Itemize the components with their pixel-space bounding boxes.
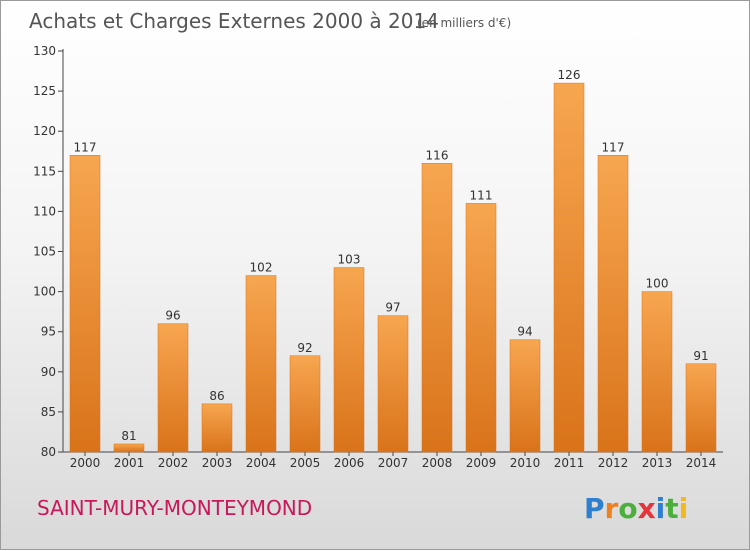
logo-letter: i xyxy=(679,492,689,525)
x-tick-label-2001: 2001 xyxy=(114,456,145,470)
value-label-2005: 92 xyxy=(297,341,312,355)
bar-2009 xyxy=(465,203,497,453)
value-label-2003: 86 xyxy=(209,389,224,403)
bar-2006 xyxy=(333,267,365,453)
logo-letter: i xyxy=(656,492,666,525)
value-label-2011: 126 xyxy=(558,68,581,82)
bar-2007 xyxy=(377,315,409,453)
y-tick-label: 85 xyxy=(41,405,56,419)
logo-letter: t xyxy=(665,492,678,525)
y-tick-label: 90 xyxy=(41,365,56,379)
bar-2008 xyxy=(421,163,453,453)
y-tick-label: 120 xyxy=(33,124,56,138)
y-tick-label: 110 xyxy=(33,204,56,218)
bar-2010 xyxy=(509,339,541,453)
x-tick-label-2002: 2002 xyxy=(158,456,189,470)
bar-2013 xyxy=(641,291,673,453)
value-label-2006: 103 xyxy=(338,253,361,267)
x-tick-label-2004: 2004 xyxy=(246,456,277,470)
bars: 117 81 96 86 102 92 103 97 116 111 94 126 117 100 91 xyxy=(69,68,717,453)
bar-2014 xyxy=(685,363,717,453)
y-tick-label: 130 xyxy=(33,44,56,58)
bar-2003 xyxy=(201,403,233,453)
chart-title: Achats et Charges Externes 2000 à 2014 xyxy=(29,9,439,33)
x-tick-label-2014: 2014 xyxy=(686,456,717,470)
x-tick-label-2007: 2007 xyxy=(378,456,409,470)
y-tick-label: 95 xyxy=(41,325,56,339)
value-label-2012: 117 xyxy=(602,140,625,154)
x-tick-label-2006: 2006 xyxy=(334,456,365,470)
x-tick-label-2013: 2013 xyxy=(642,456,673,470)
logo-letter: r xyxy=(605,492,619,525)
y-tick-label: 80 xyxy=(41,445,56,459)
logo-letter: x xyxy=(638,492,656,525)
value-label-2004: 102 xyxy=(250,261,273,275)
bar-2011 xyxy=(553,82,585,453)
logo-letter: o xyxy=(618,492,637,525)
value-label-2001: 81 xyxy=(121,429,136,443)
value-label-2014: 91 xyxy=(693,349,708,363)
bar-2004 xyxy=(245,275,277,453)
x-tick-label-2009: 2009 xyxy=(466,456,497,470)
bar-2012 xyxy=(597,155,629,453)
value-label-2000: 117 xyxy=(74,140,97,154)
x-tick-label-2008: 2008 xyxy=(422,456,453,470)
commune-name: SAINT-MURY-MONTEYMOND xyxy=(37,496,312,520)
bar-2000 xyxy=(69,155,101,453)
y-axis: 80 85 90 95 100 105 110 115 120 125 130 xyxy=(33,44,64,459)
value-label-2009: 111 xyxy=(470,188,493,202)
value-label-2010: 94 xyxy=(517,325,532,339)
logo-letter: P xyxy=(584,492,605,525)
bar-2002 xyxy=(157,323,189,453)
x-axis: 2000 2001 2002 2003 2004 2005 2006 2007 2008 2009… xyxy=(63,451,723,470)
bar-2001 xyxy=(113,443,145,453)
y-tick-label: 100 xyxy=(33,285,56,299)
y-tick-label: 125 xyxy=(33,84,56,98)
x-tick-label-2011: 2011 xyxy=(554,456,585,470)
x-tick-label-2005: 2005 xyxy=(290,456,321,470)
value-label-2007: 97 xyxy=(385,301,400,315)
x-tick-label-2012: 2012 xyxy=(598,456,629,470)
chart-unit-label: (en milliers d'€) xyxy=(417,16,511,30)
x-tick-label-2010: 2010 xyxy=(510,456,541,470)
proxiti-logo: Proxiti xyxy=(584,492,688,525)
y-tick-label: 115 xyxy=(33,164,56,178)
value-label-2002: 96 xyxy=(165,309,180,323)
x-tick-label-2000: 2000 xyxy=(70,456,101,470)
value-label-2008: 116 xyxy=(426,148,449,162)
y-tick-label: 105 xyxy=(33,245,56,259)
x-tick-label-2003: 2003 xyxy=(202,456,233,470)
bar-2005 xyxy=(289,355,321,453)
value-label-2013: 100 xyxy=(646,277,669,291)
